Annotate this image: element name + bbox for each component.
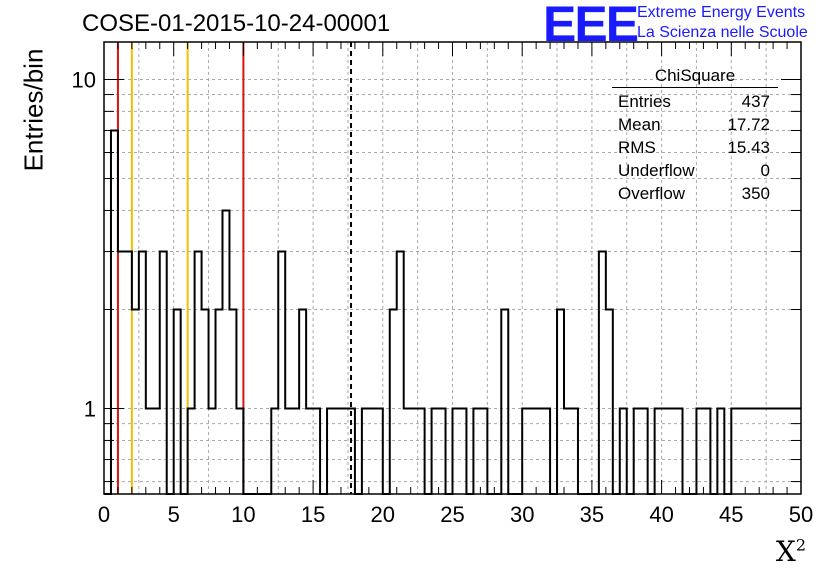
x-tick-label: 0 bbox=[98, 502, 110, 527]
histogram-bar bbox=[557, 310, 564, 494]
x-tick-label: 30 bbox=[510, 502, 534, 527]
logo-line-2: La Scienza nelle Scuole bbox=[637, 24, 808, 41]
histogram-bar bbox=[229, 310, 236, 494]
x-axis-label-sup: 2 bbox=[795, 535, 806, 555]
stat-label: Entries bbox=[618, 92, 671, 111]
histogram-bar bbox=[195, 252, 202, 494]
x-tick-label: 10 bbox=[231, 502, 255, 527]
histogram-bar bbox=[160, 252, 167, 494]
histogram-bar bbox=[222, 210, 229, 494]
x-tick-label: 25 bbox=[440, 502, 464, 527]
x-axis-label-base: X bbox=[775, 535, 796, 568]
histogram-bar bbox=[606, 310, 613, 494]
histogram-bar bbox=[174, 310, 181, 494]
x-tick-label: 5 bbox=[168, 502, 180, 527]
histogram-bars bbox=[104, 129, 801, 495]
stat-row-underflow: Underflow 0 bbox=[612, 159, 778, 182]
x-tick-label: 20 bbox=[371, 502, 395, 527]
chart-title: COSE-01-2015-10-24-00001 bbox=[82, 10, 391, 37]
stat-row-mean: Mean 17.72 bbox=[612, 113, 778, 136]
axis-ticks bbox=[103, 42, 802, 494]
histogram-outline bbox=[104, 129, 801, 495]
stat-label: Overflow bbox=[618, 184, 686, 203]
x-axis-label: X2 bbox=[776, 535, 806, 568]
histogram-bar bbox=[390, 310, 397, 494]
stat-label: RMS bbox=[618, 138, 656, 157]
histogram-bar bbox=[132, 310, 139, 494]
stats-title: ChiSquare bbox=[612, 66, 778, 88]
x-tick-label: 35 bbox=[580, 502, 604, 527]
stat-value: 15.43 bbox=[727, 138, 770, 157]
eee-logo: EEE Extreme Energy Events La Scienza nel… bbox=[543, 0, 831, 50]
stat-value: 350 bbox=[741, 184, 770, 203]
histogram-bar bbox=[118, 252, 125, 494]
histogram-bar bbox=[299, 310, 306, 494]
histogram-bar bbox=[599, 252, 606, 494]
stat-label: Mean bbox=[618, 115, 661, 134]
stats-box: ChiSquare Entries 437 Mean 17.72 RMS 15.43 … bbox=[612, 66, 778, 205]
stat-row-rms: RMS 15.43 bbox=[612, 136, 778, 159]
stat-value: 437 bbox=[741, 92, 770, 111]
histogram-bar bbox=[278, 252, 285, 494]
stat-value: 17.72 bbox=[727, 115, 770, 134]
stat-row-overflow: Overflow 350 bbox=[612, 182, 778, 205]
tick-labels: 0 5 10 15 20 25 30 35 40 45 50 1 10 bbox=[72, 67, 814, 527]
logo-line-1: Extreme Energy Events bbox=[637, 4, 806, 21]
reference-lines bbox=[116, 42, 353, 494]
histogram-bar bbox=[111, 130, 118, 494]
histogram-bar bbox=[216, 310, 223, 494]
y-tick-label: 1 bbox=[84, 397, 96, 422]
x-tick-label: 40 bbox=[649, 502, 673, 527]
histogram-bar bbox=[397, 252, 404, 494]
x-tick-label: 50 bbox=[789, 502, 813, 527]
y-tick-label: 10 bbox=[72, 67, 96, 92]
x-tick-label: 15 bbox=[301, 502, 325, 527]
histogram-bar bbox=[139, 252, 146, 494]
stat-label: Underflow bbox=[618, 161, 695, 180]
histogram-bar bbox=[501, 310, 508, 494]
x-tick-label: 45 bbox=[719, 502, 743, 527]
histogram-bar bbox=[125, 252, 132, 494]
histogram-bar bbox=[202, 310, 209, 494]
stat-row-entries: Entries 437 bbox=[612, 90, 778, 113]
stat-value: 0 bbox=[760, 161, 770, 180]
